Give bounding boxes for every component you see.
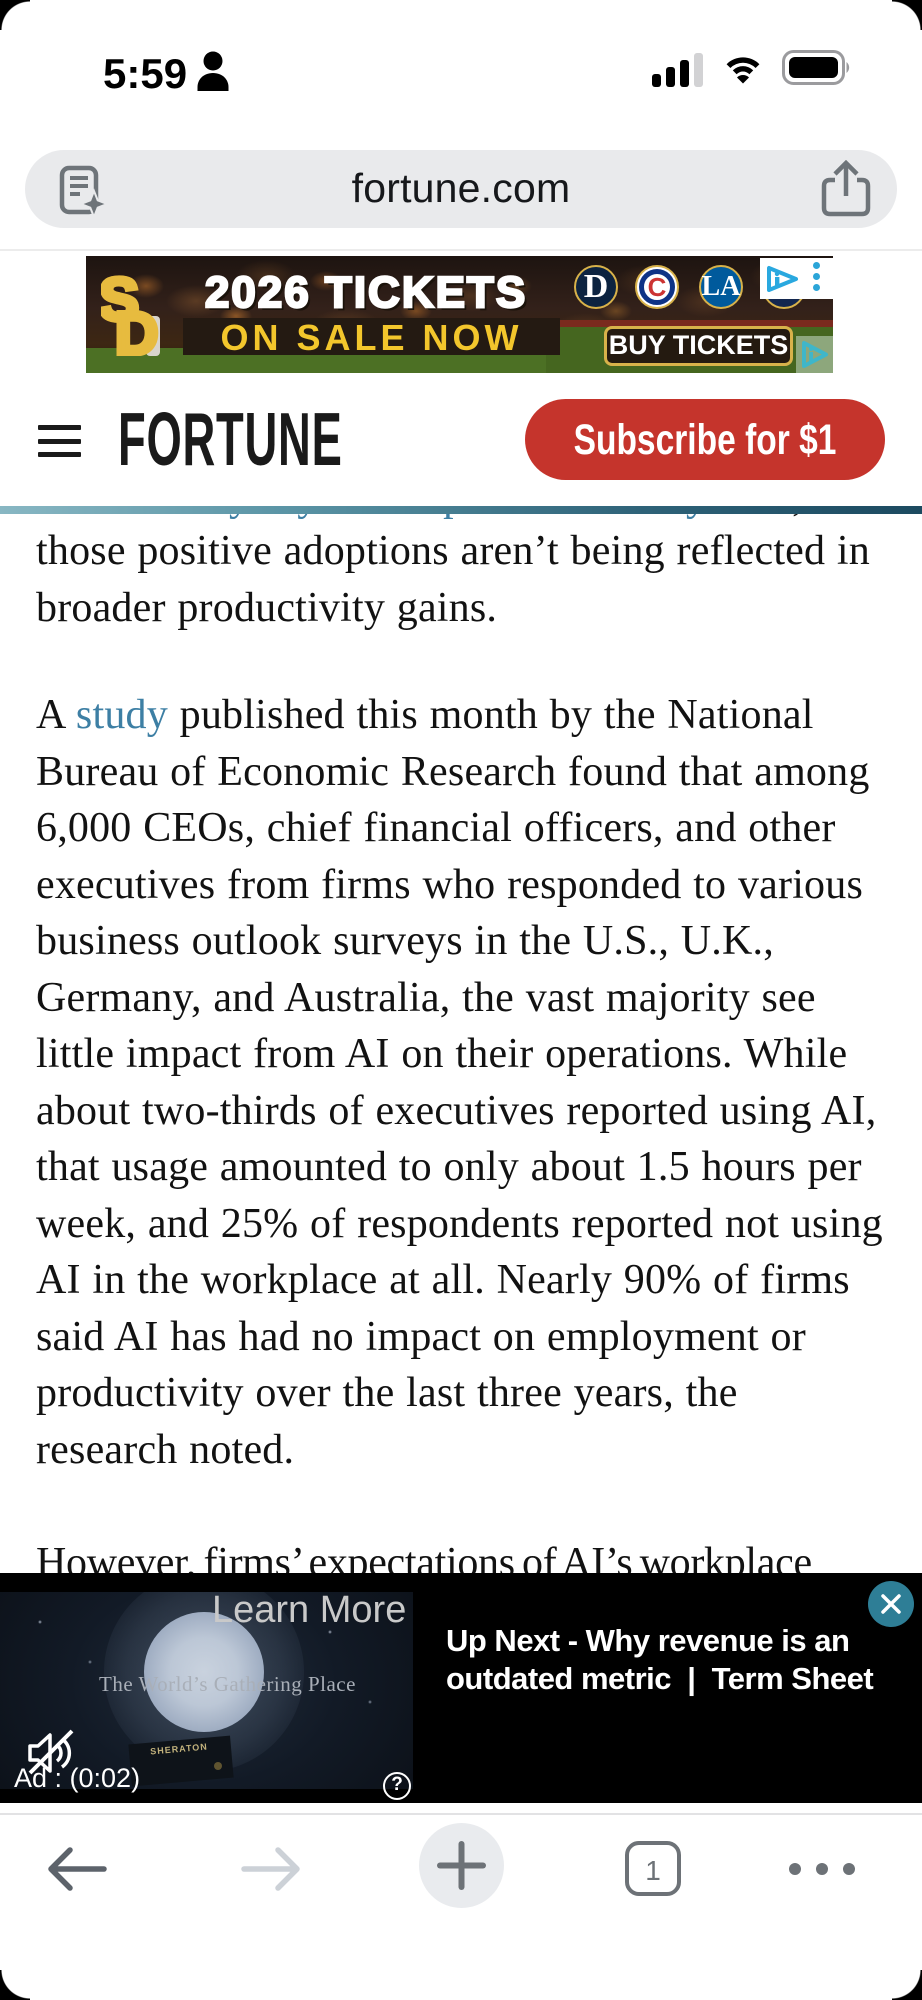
svg-text:D: D (115, 300, 158, 356)
svg-text:S: S (101, 272, 139, 333)
svg-text:FORTUNE: FORTUNE (118, 409, 342, 469)
